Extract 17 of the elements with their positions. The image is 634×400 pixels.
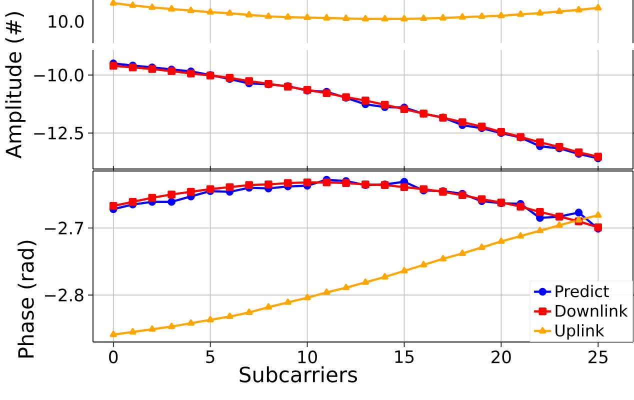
legend-label: Predict <box>556 284 609 298</box>
y-axis-title: Phase (rad) <box>18 240 36 358</box>
x-tick-label: 10 <box>298 350 317 364</box>
y-tick-label: −2.8 <box>44 288 84 302</box>
x-tick-label: 25 <box>588 350 608 364</box>
y-tick-label: −2.7 <box>44 222 84 234</box>
y-axis-title: Amplitude (#) <box>5 12 26 158</box>
x-tick-label: 15 <box>395 350 414 364</box>
text: 10.0 <box>48 15 84 28</box>
x-tick-label: 5 <box>206 350 214 364</box>
x-tick-label: 20 <box>492 350 511 364</box>
legend-label: Downlink <box>556 304 628 317</box>
y-tick-label: −10.0 <box>34 68 84 82</box>
x-tick-label: 0 <box>109 350 118 364</box>
y-tick-label: −12.5 <box>34 126 83 140</box>
x-axis-title: Subcarriers <box>240 366 358 382</box>
legend-label: Uplink <box>556 324 604 340</box>
